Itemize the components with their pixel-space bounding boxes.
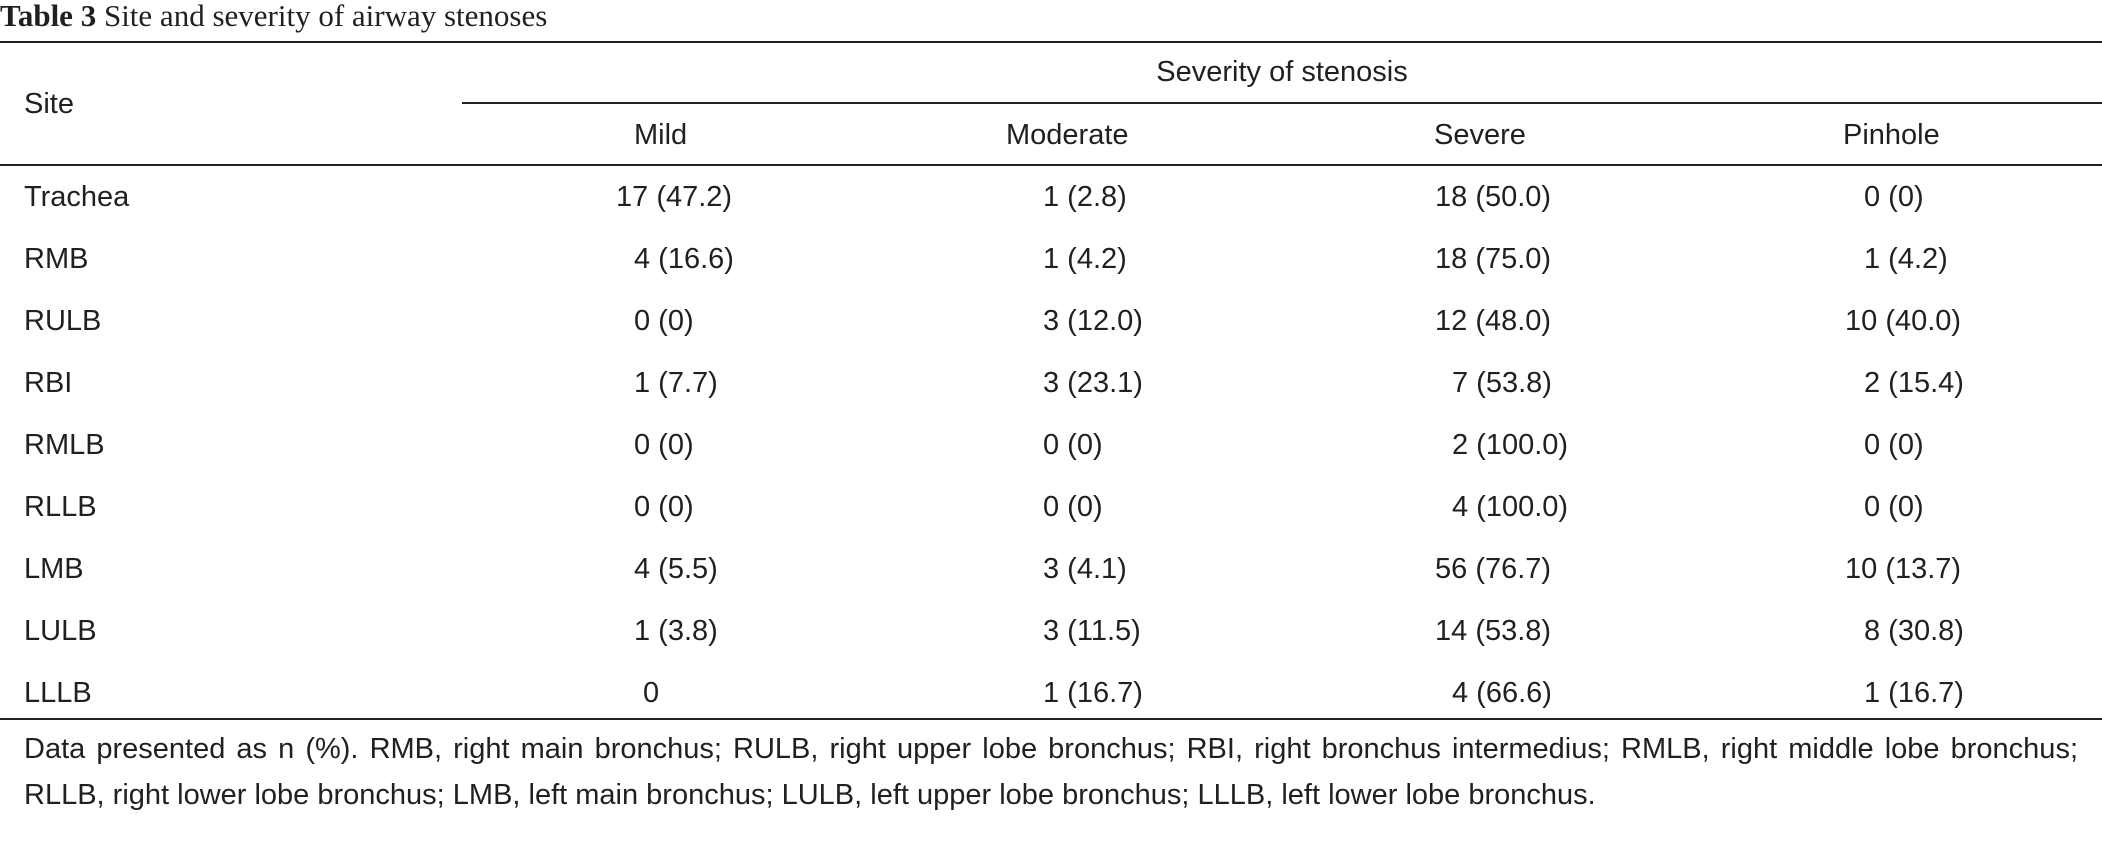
site-cell: LULB	[24, 615, 97, 647]
moderate-cell: 1 (4.2)	[1043, 243, 1127, 275]
site-cell: RBI	[24, 367, 73, 399]
mild-cell: 0 (0)	[634, 305, 694, 337]
mild-cell: 0 (0)	[634, 429, 694, 461]
table-row: RULB 0 (0) 3 (12.0) 12 (48.0) 10 (40.0)	[0, 290, 2102, 352]
mild-cell: 4 (5.5)	[634, 553, 718, 585]
table-row: LULB 1 (3.8) 3 (11.5) 14 (53.8) 8 (30.8)	[0, 600, 2102, 662]
table-row: LMB 4 (5.5) 3 (4.1) 56 (76.7) 10 (13.7)	[0, 538, 2102, 600]
moderate-cell: 3 (4.1)	[1043, 553, 1127, 585]
header-rule	[0, 164, 2102, 166]
table-row: RLLB 0 (0) 0 (0) 4 (100.0) 0 (0)	[0, 476, 2102, 538]
site-column-header: Site	[24, 88, 74, 120]
site-cell: RULB	[24, 305, 102, 337]
severity-group-rule	[462, 102, 2102, 104]
column-header-mild: Mild	[634, 119, 688, 151]
moderate-cell: 0 (0)	[1043, 491, 1103, 523]
moderate-cell: 3 (23.1)	[1043, 367, 1143, 399]
table-caption: Table 3 Site and severity of airway sten…	[0, 0, 547, 38]
column-header-pinhole: Pinhole	[1843, 119, 1940, 151]
mild-cell: 1 (3.8)	[634, 615, 718, 647]
pinhole-cell: 0 (0)	[1864, 429, 1924, 461]
severe-cell: 12 (48.0)	[1435, 305, 1552, 337]
pinhole-cell: 1 (16.7)	[1864, 677, 1964, 709]
table-row: RBI 1 (7.7) 3 (23.1) 7 (53.8) 2 (15.4)	[0, 352, 2102, 414]
top-rule	[0, 41, 2102, 43]
pinhole-cell: 0 (0)	[1864, 491, 1924, 523]
column-header-moderate: Moderate	[1006, 119, 1129, 151]
site-cell: LLLB	[24, 677, 92, 709]
pinhole-cell: 0 (0)	[1864, 181, 1924, 213]
table-row: LLLB 0 1 (16.7) 4 (66.6) 1 (16.7)	[0, 662, 2102, 724]
mild-cell: 0 (0)	[634, 491, 694, 523]
bottom-rule	[0, 718, 2102, 720]
table-number: Table 3	[0, 0, 97, 33]
site-cell: Trachea	[24, 181, 130, 213]
severe-cell: 4 (66.6)	[1452, 677, 1552, 709]
table-row: RMB 4 (16.6) 1 (4.2) 18 (75.0) 1 (4.2)	[0, 228, 2102, 290]
mild-cell: 4 (16.6)	[634, 243, 734, 275]
site-cell: RMB	[24, 243, 89, 275]
severe-cell: 7 (53.8)	[1452, 367, 1552, 399]
severe-cell: 56 (76.7)	[1435, 553, 1552, 585]
pinhole-cell: 1 (4.2)	[1864, 243, 1948, 275]
pinhole-cell: 10 (13.7)	[1845, 553, 1962, 585]
moderate-cell: 1 (2.8)	[1043, 181, 1127, 213]
moderate-cell: 3 (11.5)	[1043, 615, 1141, 647]
table-title: Site and severity of airway stenoses	[96, 0, 548, 33]
moderate-cell: 0 (0)	[1043, 429, 1103, 461]
table-row: Trachea 17 (47.2) 1 (2.8) 18 (50.0) 0 (0…	[0, 166, 2102, 228]
severe-cell: 2 (100.0)	[1452, 429, 1569, 461]
moderate-cell: 1 (16.7)	[1043, 677, 1143, 709]
moderate-cell: 3 (12.0)	[1043, 305, 1143, 337]
table-footnote: Data presented as n (%). RMB, right main…	[24, 733, 2078, 811]
site-cell: LMB	[24, 553, 84, 585]
column-header-severe: Severe	[1434, 119, 1526, 151]
table-row: RMLB 0 (0) 0 (0) 2 (100.0) 0 (0)	[0, 414, 2102, 476]
severe-cell: 14 (53.8)	[1435, 615, 1552, 647]
severe-cell: 18 (50.0)	[1435, 181, 1552, 213]
pinhole-cell: 8 (30.8)	[1864, 615, 1964, 647]
severe-cell: 4 (100.0)	[1452, 491, 1569, 523]
mild-cell: 0	[643, 677, 660, 709]
pinhole-cell: 2 (15.4)	[1864, 367, 1964, 399]
severe-cell: 18 (75.0)	[1435, 243, 1552, 275]
severity-group-header: Severity of stenosis	[1156, 56, 1408, 88]
mild-cell: 1 (7.7)	[634, 367, 718, 399]
site-cell: RLLB	[24, 491, 97, 523]
pinhole-cell: 10 (40.0)	[1845, 305, 1962, 337]
site-cell: RMLB	[24, 429, 105, 461]
mild-cell: 17 (47.2)	[616, 181, 733, 213]
